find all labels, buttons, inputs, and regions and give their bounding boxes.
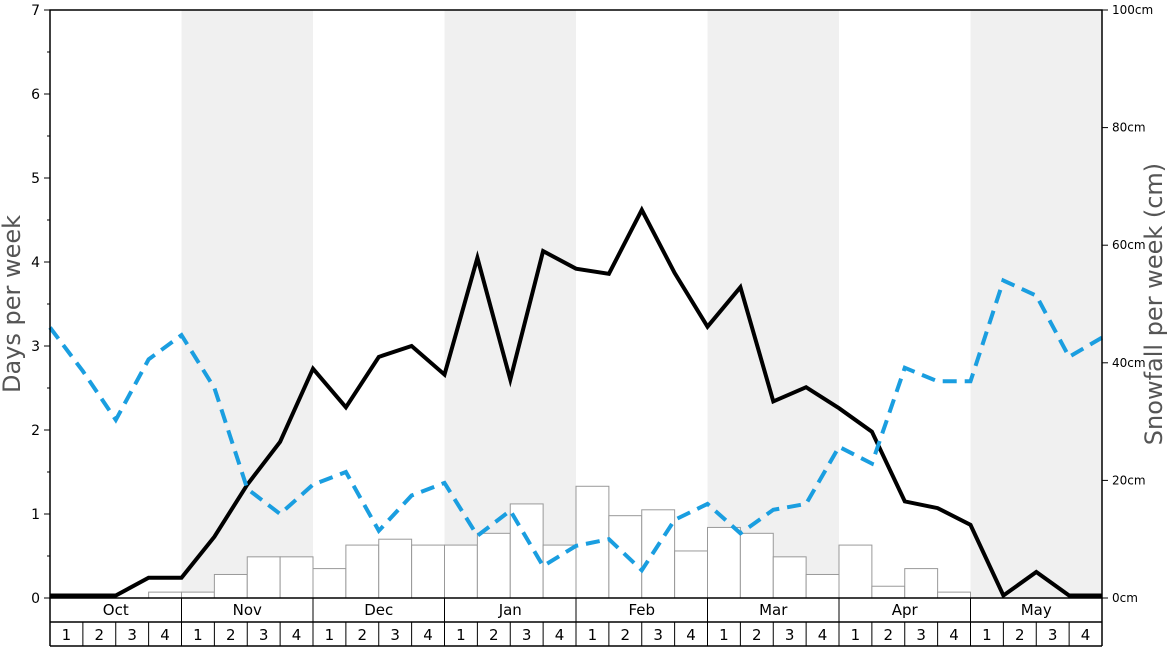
left-tick-label: 0: [31, 591, 40, 607]
snowfall-bar: [937, 591, 971, 599]
snowfall-bar: [246, 556, 281, 599]
week-label: 1: [456, 626, 466, 644]
snowfall-bar: [871, 585, 906, 599]
left-tick-label: 3: [31, 339, 40, 355]
left-tick-label: 1: [31, 507, 40, 523]
snowfall-bar: [181, 591, 215, 599]
week-label: 3: [785, 626, 795, 644]
snowfall-bars: [148, 485, 971, 599]
week-label: 4: [555, 626, 565, 644]
week-label: 4: [423, 626, 433, 644]
week-label: 1: [851, 626, 861, 644]
x-axis-month-table: Oct 1 2 3 4 Nov 1 2 3 4 Dec 1 2 3 4 Jan 1 2 3 4 Feb 1 2 3 4 Mar 1 2…: [49, 598, 1103, 647]
week-label: 3: [1048, 626, 1058, 644]
snowfall-bar: [904, 568, 939, 599]
dashed-series-line: [48, 277, 1104, 574]
snowfall-bar: [838, 544, 873, 599]
month-band: [970, 10, 1102, 598]
right-axis: 0cm 20cm 40cm 60cm 80cm 100cm: [1102, 3, 1153, 605]
right-axis-title: Snowfall per week (cm): [1140, 163, 1168, 445]
month-label: Jan: [498, 601, 522, 619]
snowfall-bar: [279, 556, 314, 599]
week-label: 4: [949, 626, 959, 644]
week-label: 4: [1081, 626, 1091, 644]
snowfall-bar: [312, 568, 347, 599]
snowfall-bar: [772, 556, 807, 599]
left-tick-label: 2: [31, 423, 40, 439]
week-label: 2: [752, 626, 762, 644]
left-axis: 0 1 2 3 4 5 6 7: [31, 3, 50, 607]
left-tick-label: 7: [31, 3, 40, 19]
solid-series-line: [50, 205, 1102, 599]
week-label: 1: [719, 626, 729, 644]
left-tick-label: 4: [31, 255, 40, 271]
week-label: 3: [653, 626, 663, 644]
right-tick-label: 60cm: [1112, 238, 1146, 252]
week-label: 3: [259, 626, 269, 644]
right-tick-label: 80cm: [1112, 121, 1146, 135]
left-axis-title: Days per week: [0, 215, 26, 393]
week-label: 2: [226, 626, 236, 644]
snowfall-bar: [213, 573, 248, 599]
left-tick-label: 5: [31, 171, 40, 187]
month-label: May: [1021, 601, 1052, 619]
snowfall-bar: [707, 526, 741, 599]
week-label: 4: [160, 626, 170, 644]
snowfall-bar: [542, 544, 577, 599]
week-label: 4: [292, 626, 302, 644]
week-label: 4: [818, 626, 828, 644]
right-tick-label: 40cm: [1112, 356, 1146, 370]
month-label: Oct: [103, 601, 129, 619]
snowfall-bar: [378, 538, 413, 599]
month-bands: [181, 10, 1102, 598]
week-label: 1: [62, 626, 72, 644]
week-label: 4: [686, 626, 696, 644]
month-label: Mar: [759, 601, 788, 619]
right-tick-label: 100cm: [1112, 3, 1153, 17]
snowfall-bar: [739, 532, 774, 599]
month-band: [707, 10, 839, 598]
snowfall-bar: [674, 550, 708, 599]
week-label: 1: [325, 626, 335, 644]
week-label: 1: [193, 626, 203, 644]
snowfall-bar: [805, 573, 840, 599]
month-label: Nov: [233, 601, 262, 619]
week-label: 2: [489, 626, 499, 644]
snowfall-bar: [641, 509, 676, 599]
month-band: [181, 10, 313, 598]
week-label: 2: [95, 626, 105, 644]
right-tick-label: 20cm: [1112, 473, 1146, 487]
right-tick-label: 0cm: [1112, 591, 1138, 605]
snowfall-bar: [148, 591, 182, 599]
week-label: 3: [390, 626, 400, 644]
week-label: 2: [621, 626, 631, 644]
series-lines: [48, 205, 1104, 599]
snowfall-bar: [444, 544, 478, 599]
week-label: 3: [522, 626, 532, 644]
snowfall-bar: [345, 544, 380, 599]
left-tick-label: 6: [31, 87, 40, 103]
snowfall-bar: [411, 544, 445, 599]
month-label: Dec: [364, 601, 393, 619]
week-label: 3: [127, 626, 137, 644]
week-label: 1: [982, 626, 992, 644]
month-label: Feb: [628, 601, 655, 619]
month-label: Apr: [892, 601, 919, 619]
week-label: 2: [358, 626, 368, 644]
week-label: 2: [884, 626, 894, 644]
snowfall-bar: [476, 532, 511, 599]
week-label: 3: [916, 626, 926, 644]
week-label: 1: [588, 626, 598, 644]
week-label: 2: [1015, 626, 1025, 644]
